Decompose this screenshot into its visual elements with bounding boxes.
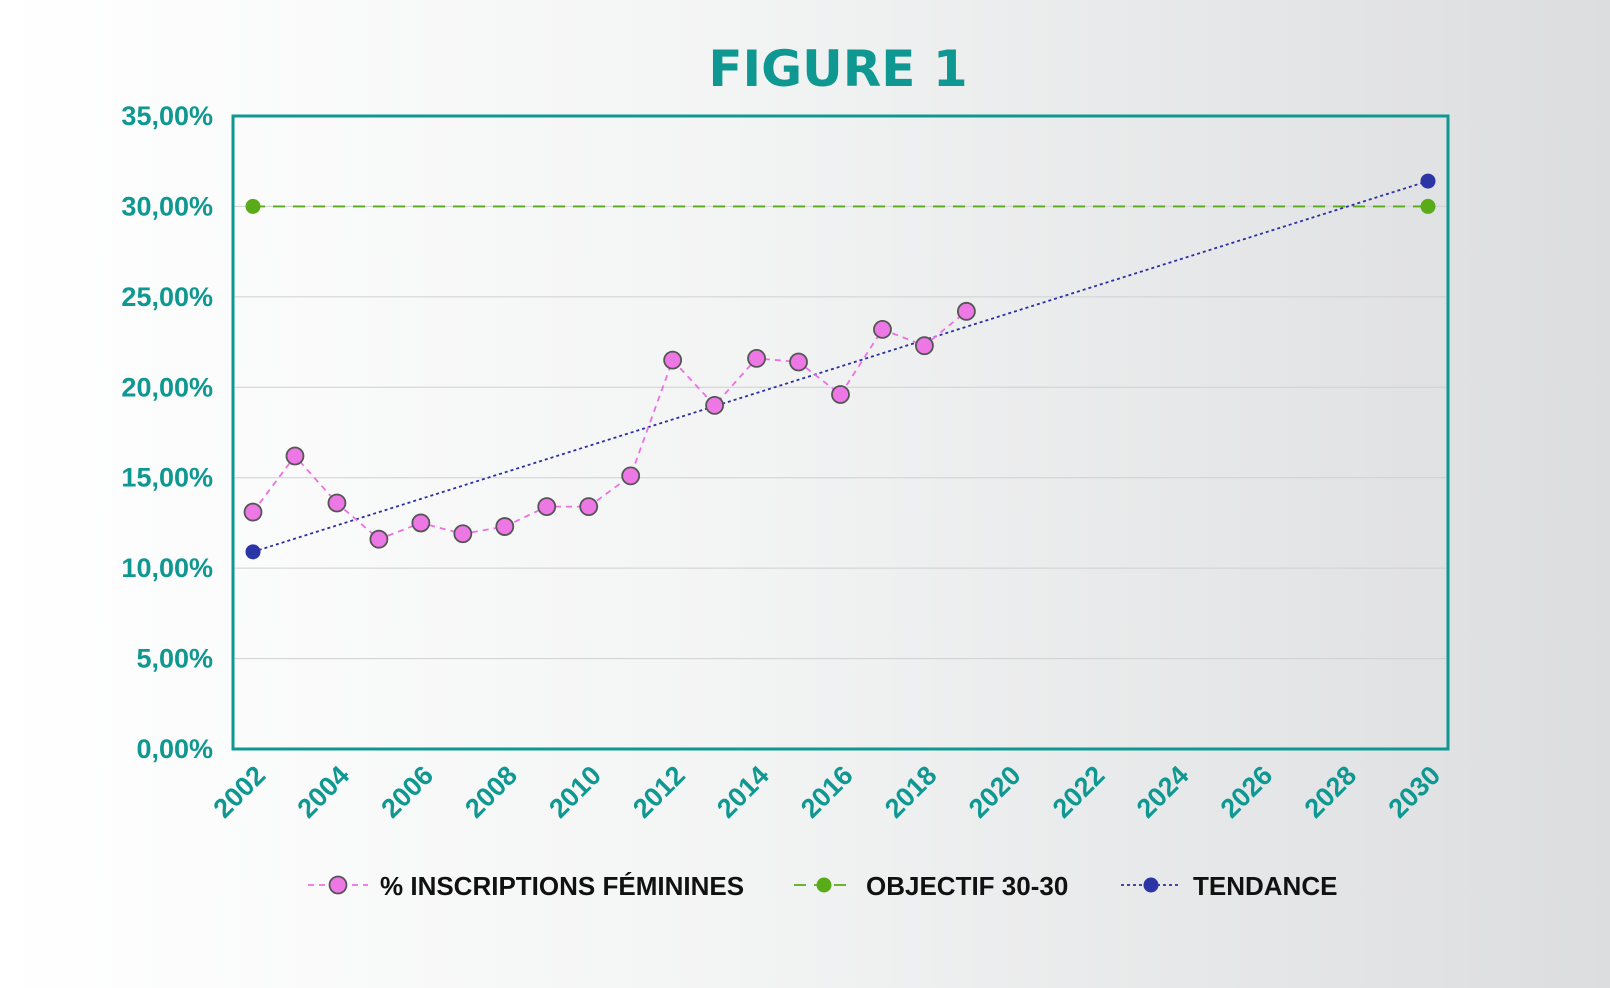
data-point	[537, 497, 557, 517]
series-0	[243, 301, 976, 549]
data-point	[245, 544, 261, 560]
y-tick-label: 35,00%	[121, 101, 213, 131]
x-tick-label: 2002	[208, 760, 272, 824]
data-point	[1420, 173, 1436, 189]
x-tick-label: 2028	[1299, 760, 1363, 824]
x-tick-label: 2008	[459, 760, 523, 824]
x-tick-label: 2004	[291, 760, 355, 824]
y-axis-ticks: 0,00% 5,00% 10,00% 15,00% 20,00% 25,00% 30,00%…	[121, 101, 213, 764]
legend-marker	[1143, 877, 1159, 893]
y-tick-label: 15,00%	[121, 463, 213, 493]
data-point	[789, 352, 808, 372]
x-tick-label: 2010	[543, 760, 607, 824]
y-tick-label: 20,00%	[121, 372, 213, 402]
x-tick-label: 2022	[1047, 760, 1111, 824]
plot-border	[231, 114, 1450, 751]
data-point	[873, 320, 892, 339]
data-point	[243, 502, 263, 522]
y-tick-label: 30,00%	[121, 191, 213, 221]
x-tick-label: 2018	[879, 760, 943, 824]
legend: % INSCRIPTIONS FÉMININES OBJECTIF 30-30 TE…	[308, 871, 1337, 901]
y-tick-label: 25,00%	[121, 282, 213, 312]
x-tick-label: 2006	[375, 760, 439, 824]
data-point	[831, 385, 850, 404]
series-2	[245, 173, 1436, 560]
series-layer	[243, 173, 1436, 560]
x-tick-label: 2014	[711, 760, 775, 824]
legend-item: OBJECTIF 30-30	[794, 871, 1068, 901]
data-point	[956, 301, 976, 321]
x-tick-label: 2024	[1131, 760, 1195, 824]
chart-title: FIGURE 1	[708, 40, 967, 98]
data-point	[495, 517, 515, 536]
data-point	[369, 529, 389, 549]
data-point	[915, 336, 934, 356]
legend-marker	[328, 875, 348, 895]
x-tick-label: 2012	[627, 760, 691, 824]
legend-marker	[816, 877, 832, 893]
data-point	[245, 198, 261, 214]
x-tick-label: 2020	[963, 760, 1027, 824]
x-tick-label: 2016	[795, 760, 859, 824]
data-point	[285, 446, 305, 466]
legend-item: TENDANCE	[1121, 871, 1337, 901]
series-line	[252, 180, 1429, 553]
data-point	[621, 466, 641, 486]
legend-item: % INSCRIPTIONS FÉMININES	[308, 871, 744, 901]
data-point	[747, 348, 766, 368]
y-tick-label: 10,00%	[121, 553, 213, 583]
y-tick-label: 5,00%	[136, 644, 213, 674]
legend-label: OBJECTIF 30-30	[866, 871, 1068, 901]
x-axis-ticks: 2002 2004 2006 2008 2010 2012 2014 2016 2018 2020…	[208, 760, 1447, 824]
y-tick-label: 0,00%	[136, 734, 213, 764]
data-point	[327, 493, 347, 513]
data-point	[579, 497, 599, 517]
plot-area	[233, 116, 1448, 749]
x-tick-label: 2026	[1215, 760, 1279, 824]
legend-label: TENDANCE	[1193, 871, 1337, 901]
legend-label: % INSCRIPTIONS FÉMININES	[380, 871, 744, 901]
data-point	[1420, 198, 1436, 214]
data-point	[453, 524, 473, 544]
series-1	[245, 198, 1436, 214]
x-tick-label: 2030	[1383, 760, 1447, 824]
data-point	[663, 350, 683, 370]
series-line	[252, 310, 967, 541]
data-point	[411, 513, 431, 533]
data-point	[705, 395, 725, 415]
